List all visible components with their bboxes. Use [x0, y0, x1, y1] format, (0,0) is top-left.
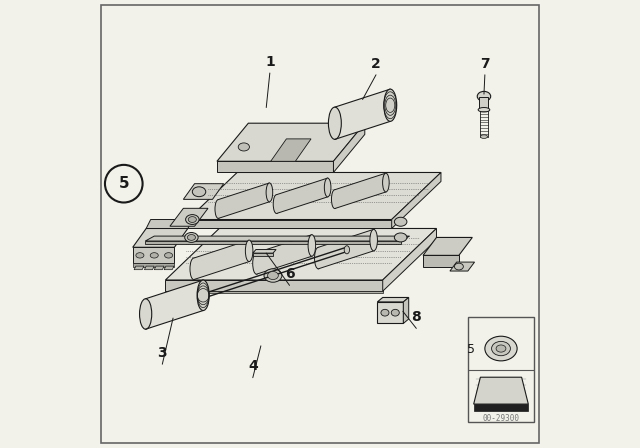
Polygon shape: [423, 237, 472, 255]
Polygon shape: [335, 173, 386, 209]
Text: 3: 3: [157, 346, 167, 360]
Text: 4: 4: [248, 359, 258, 374]
Polygon shape: [146, 280, 203, 329]
Polygon shape: [423, 255, 459, 267]
Polygon shape: [253, 250, 276, 253]
Ellipse shape: [383, 173, 389, 192]
Polygon shape: [145, 266, 154, 270]
Polygon shape: [378, 297, 409, 302]
Polygon shape: [271, 139, 311, 161]
Polygon shape: [378, 302, 403, 323]
Text: 1: 1: [265, 55, 275, 69]
Ellipse shape: [485, 336, 517, 361]
Polygon shape: [165, 280, 383, 291]
Text: 7: 7: [480, 56, 490, 71]
Polygon shape: [318, 229, 374, 269]
Polygon shape: [188, 220, 392, 228]
Ellipse shape: [253, 253, 260, 274]
Polygon shape: [479, 97, 488, 110]
Polygon shape: [474, 404, 529, 411]
Ellipse shape: [370, 229, 378, 251]
Ellipse shape: [478, 108, 490, 112]
Ellipse shape: [324, 178, 331, 197]
Polygon shape: [145, 236, 410, 241]
Polygon shape: [403, 297, 409, 323]
Ellipse shape: [188, 235, 195, 240]
Polygon shape: [392, 172, 441, 228]
Ellipse shape: [150, 253, 158, 258]
Polygon shape: [188, 172, 441, 220]
Text: 2: 2: [371, 56, 381, 71]
Ellipse shape: [186, 215, 199, 224]
Ellipse shape: [314, 247, 322, 269]
Polygon shape: [253, 253, 273, 256]
Ellipse shape: [238, 143, 250, 151]
Polygon shape: [168, 291, 383, 293]
Ellipse shape: [193, 187, 206, 197]
Ellipse shape: [454, 263, 463, 270]
Ellipse shape: [188, 216, 196, 223]
Polygon shape: [333, 123, 365, 172]
Ellipse shape: [266, 183, 273, 202]
Ellipse shape: [381, 309, 389, 316]
Ellipse shape: [273, 195, 280, 214]
Polygon shape: [146, 220, 192, 228]
Polygon shape: [276, 178, 328, 214]
Polygon shape: [335, 89, 390, 139]
Polygon shape: [383, 228, 436, 291]
Polygon shape: [132, 228, 188, 247]
Ellipse shape: [481, 135, 488, 138]
Ellipse shape: [190, 258, 198, 280]
Bar: [468, 317, 534, 422]
Ellipse shape: [245, 240, 253, 262]
Polygon shape: [164, 266, 174, 270]
Ellipse shape: [344, 246, 349, 254]
Ellipse shape: [308, 235, 316, 256]
Ellipse shape: [394, 217, 407, 226]
Ellipse shape: [140, 299, 152, 329]
Ellipse shape: [185, 233, 198, 242]
Polygon shape: [165, 228, 436, 280]
Polygon shape: [132, 247, 174, 263]
Polygon shape: [154, 266, 164, 270]
Ellipse shape: [384, 89, 397, 121]
Text: 6: 6: [285, 267, 294, 281]
Ellipse shape: [215, 200, 221, 219]
Circle shape: [105, 165, 143, 202]
Text: 5: 5: [118, 176, 129, 191]
Ellipse shape: [264, 269, 282, 282]
Polygon shape: [132, 263, 174, 267]
Ellipse shape: [136, 253, 144, 258]
Ellipse shape: [394, 233, 407, 242]
Text: 8: 8: [412, 310, 421, 324]
Polygon shape: [217, 161, 333, 172]
Ellipse shape: [391, 309, 399, 316]
Polygon shape: [257, 235, 312, 274]
Polygon shape: [218, 183, 269, 219]
Ellipse shape: [197, 280, 209, 310]
Ellipse shape: [332, 190, 338, 209]
Ellipse shape: [477, 91, 491, 101]
Ellipse shape: [164, 253, 173, 258]
Polygon shape: [184, 184, 224, 199]
Ellipse shape: [496, 345, 506, 352]
Ellipse shape: [268, 271, 278, 280]
Polygon shape: [450, 262, 475, 271]
Polygon shape: [217, 123, 365, 161]
Polygon shape: [134, 266, 144, 270]
Polygon shape: [145, 241, 401, 244]
Polygon shape: [170, 208, 208, 226]
Text: 5: 5: [467, 343, 475, 356]
Polygon shape: [194, 240, 249, 280]
Polygon shape: [474, 377, 529, 404]
Ellipse shape: [492, 341, 511, 356]
Ellipse shape: [328, 107, 341, 139]
Text: 00-29300: 00-29300: [483, 414, 520, 423]
